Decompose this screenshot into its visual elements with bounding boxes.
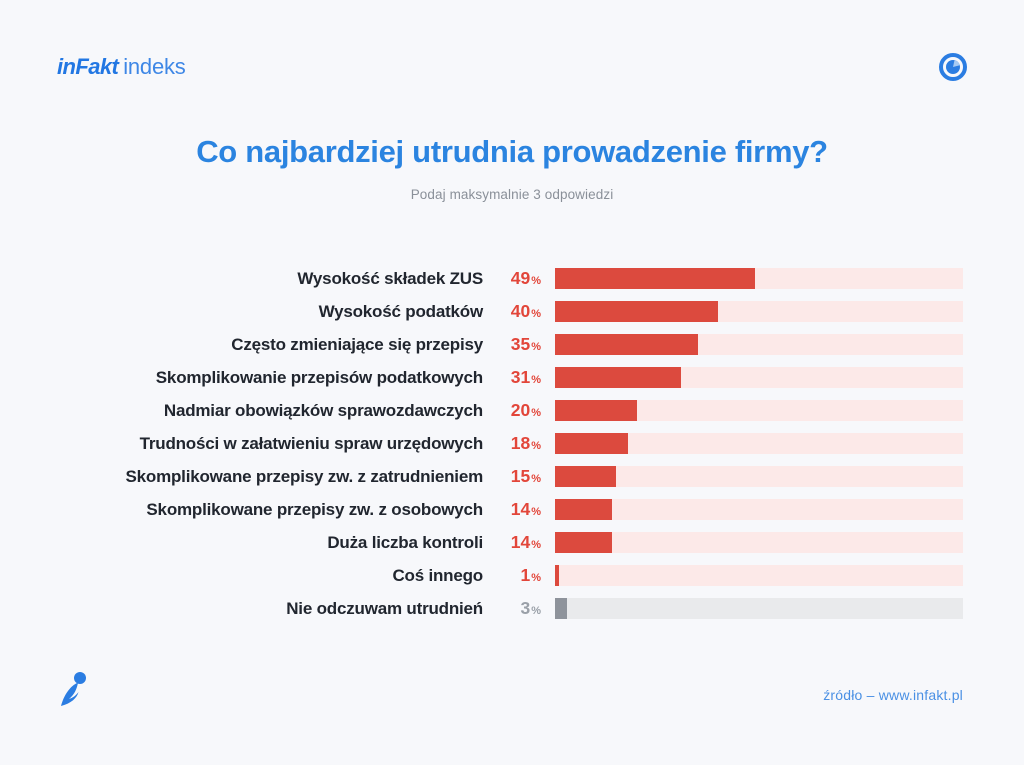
row-value: 1% bbox=[483, 565, 541, 586]
row-value-number: 3 bbox=[520, 598, 531, 618]
bar-track bbox=[555, 499, 963, 520]
row-label: Duża liczba kontroli bbox=[327, 532, 483, 552]
row-label: Skomplikowane przepisy zw. z osobowych bbox=[146, 499, 483, 519]
row-value-number: 15 bbox=[510, 466, 531, 486]
bar-fill bbox=[555, 367, 682, 388]
row-label: Trudności w załatwieniu spraw urzędowych bbox=[139, 433, 484, 453]
footer: źródło – www.infakt.pl bbox=[57, 670, 963, 708]
bar-track bbox=[555, 532, 963, 553]
row-value-number: 20 bbox=[510, 400, 531, 420]
row-value: 15% bbox=[483, 466, 541, 487]
row-value: 35% bbox=[483, 334, 541, 355]
bar-track bbox=[555, 400, 963, 421]
table-row: Często zmieniające się przepisy 35% bbox=[60, 334, 963, 355]
row-value-number: 31 bbox=[510, 367, 531, 387]
row-value-percent-sign: % bbox=[531, 374, 541, 386]
row-value-number: 35 bbox=[510, 334, 531, 354]
bar-fill bbox=[555, 598, 568, 619]
bar-fill bbox=[555, 532, 613, 553]
bar-track bbox=[555, 301, 963, 322]
row-value-number: 14 bbox=[510, 499, 531, 519]
row-value-number: 49 bbox=[510, 268, 531, 288]
table-row: Duża liczba kontroli 14% bbox=[60, 532, 963, 553]
row-value-percent-sign: % bbox=[531, 308, 541, 320]
row-value: 40% bbox=[483, 301, 541, 322]
bar-fill bbox=[555, 466, 617, 487]
table-row: Skomplikowanie przepisów podatkowych 31% bbox=[60, 367, 963, 388]
row-label: Skomplikowanie przepisów podatkowych bbox=[155, 367, 483, 387]
table-row: Nie odczuwam utrudnień 3% bbox=[60, 598, 963, 619]
row-label: Coś innego bbox=[392, 565, 483, 585]
bar-fill bbox=[555, 400, 637, 421]
row-value-percent-sign: % bbox=[531, 572, 541, 584]
row-value-percent-sign: % bbox=[531, 539, 541, 551]
page-subtitle: Podaj maksymalnie 3 odpowiedzi bbox=[410, 187, 614, 202]
row-label: Nadmiar obowiązków sprawozdawczych bbox=[163, 400, 483, 420]
table-row: Skomplikowane przepisy zw. z zatrudnieni… bbox=[60, 466, 963, 487]
table-row: Skomplikowane przepisy zw. z osobowych 1… bbox=[60, 499, 963, 520]
row-value: 14% bbox=[483, 532, 541, 553]
logo-suffix: indeks bbox=[123, 54, 186, 79]
table-row: Trudności w załatwieniu spraw urzędowych… bbox=[60, 433, 963, 454]
row-value: 14% bbox=[483, 499, 541, 520]
row-value-percent-sign: % bbox=[531, 275, 541, 287]
row-value: 20% bbox=[483, 400, 541, 421]
row-value: 49% bbox=[483, 268, 541, 289]
row-value: 18% bbox=[483, 433, 541, 454]
header: inFakt indeks bbox=[0, 0, 1024, 82]
bar-track bbox=[555, 466, 963, 487]
row-label: Wysokość składek ZUS bbox=[297, 268, 483, 288]
bar-chart: Wysokość składek ZUS 49% Wysokość podatk… bbox=[0, 268, 1024, 619]
row-value-number: 14 bbox=[510, 532, 531, 552]
pie-chart-icon bbox=[938, 52, 968, 82]
bar-track bbox=[555, 334, 963, 355]
row-label: Nie odczuwam utrudnień bbox=[286, 598, 483, 618]
source-link[interactable]: źródło – www.infakt.pl bbox=[823, 687, 963, 703]
bar-fill bbox=[555, 334, 698, 355]
bar-fill bbox=[555, 565, 560, 586]
bar-track bbox=[555, 598, 963, 619]
row-value-percent-sign: % bbox=[531, 341, 541, 353]
row-label: Często zmieniające się przepisy bbox=[231, 334, 483, 354]
row-value: 3% bbox=[483, 598, 541, 619]
table-row: Wysokość składek ZUS 49% bbox=[60, 268, 963, 289]
table-row: Wysokość podatków 40% bbox=[60, 301, 963, 322]
row-value-number: 18 bbox=[510, 433, 531, 453]
row-value: 31% bbox=[483, 367, 541, 388]
row-label: Wysokość podatków bbox=[318, 301, 484, 321]
row-value-percent-sign: % bbox=[531, 605, 541, 617]
infakt-indeks-logo: inFakt indeks bbox=[57, 54, 186, 80]
row-value-percent-sign: % bbox=[531, 506, 541, 518]
bar-track bbox=[555, 367, 963, 388]
row-value-number: 1 bbox=[520, 565, 531, 585]
bar-track bbox=[555, 433, 963, 454]
bar-fill bbox=[555, 433, 629, 454]
table-row: Coś innego 1% bbox=[60, 565, 963, 586]
row-value-percent-sign: % bbox=[531, 473, 541, 485]
logo-wordmark: inFakt bbox=[57, 54, 119, 79]
row-value-percent-sign: % bbox=[531, 407, 541, 419]
table-row: Nadmiar obowiązków sprawozdawczych 20% bbox=[60, 400, 963, 421]
bar-fill bbox=[555, 499, 613, 520]
bar-track bbox=[555, 268, 963, 289]
row-value-number: 40 bbox=[510, 301, 531, 321]
hummingbird-logo-icon bbox=[57, 670, 89, 708]
bar-fill bbox=[555, 268, 755, 289]
page-title: Co najbardziej utrudnia prowadzenie firm… bbox=[196, 134, 828, 169]
row-label: Skomplikowane przepisy zw. z zatrudnieni… bbox=[125, 466, 484, 486]
bar-fill bbox=[555, 301, 719, 322]
row-value-percent-sign: % bbox=[531, 440, 541, 452]
bar-track bbox=[555, 565, 963, 586]
